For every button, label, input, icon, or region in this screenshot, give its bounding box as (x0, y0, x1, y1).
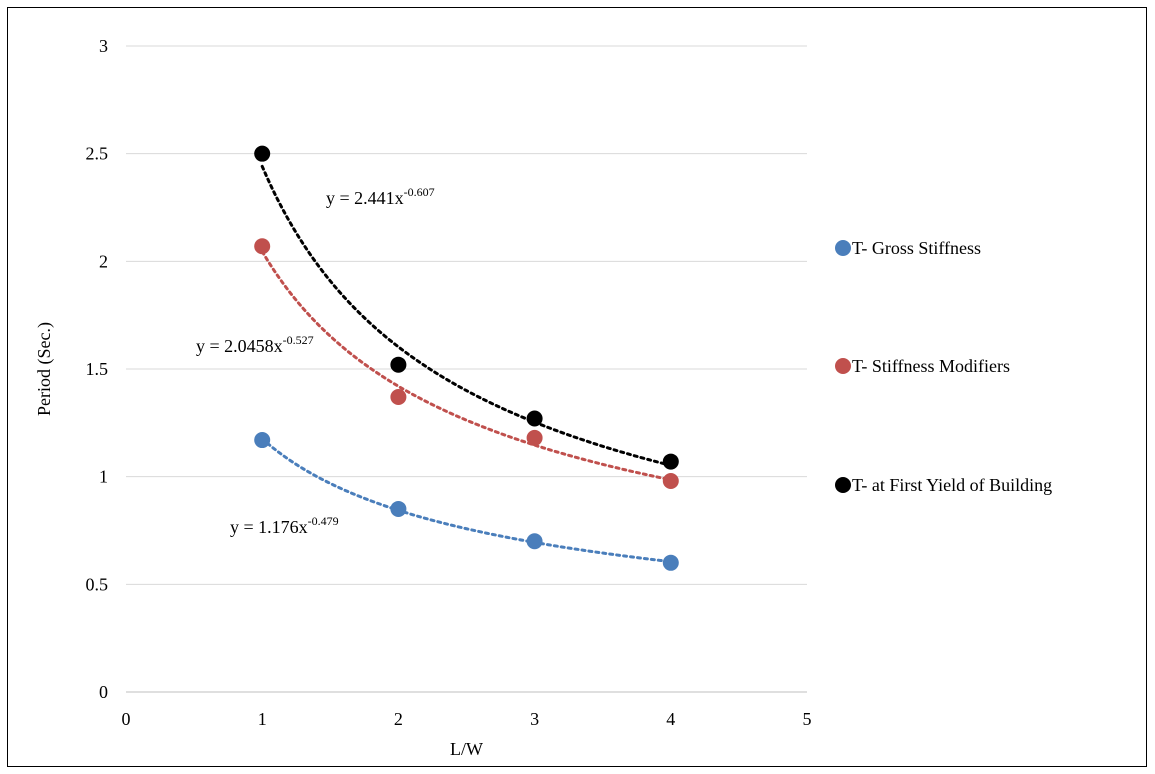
equation-label-stiffness-modifiers: y = 2.0458x-0.527 (196, 333, 314, 356)
y-axis-title: Period (Sec.) (34, 322, 55, 416)
data-point-series-2 (254, 145, 271, 162)
x-tick-label: 2 (394, 709, 403, 729)
y-tick-label: 0.5 (86, 574, 109, 594)
data-point-series-0 (662, 554, 679, 571)
data-point-series-1 (662, 472, 679, 489)
trendline-series-0 (260, 437, 673, 564)
gridlines (126, 45, 807, 585)
data-points (254, 145, 679, 571)
y-tick-label: 1 (99, 467, 108, 487)
equation-label-first-yield: y = 2.441x-0.607 (326, 185, 435, 208)
y-tick-label: 0 (99, 682, 108, 702)
legend-marker-stiffness-modifiers (835, 358, 851, 374)
legend-label-first-yield: T- at First Yield of Building (852, 475, 1052, 495)
y-tick-labels: 0 0.5 1 1.5 2 2.5 3 (86, 36, 109, 702)
y-tick-label: 1.5 (86, 359, 109, 379)
legend-label-gross-stiffness: T- Gross Stiffness (852, 238, 981, 258)
data-point-series-1 (254, 238, 271, 255)
legend: T- Gross Stiffness T- Stiffness Modifier… (835, 238, 1052, 495)
data-point-series-1 (390, 388, 407, 405)
y-tick-label: 2.5 (86, 144, 109, 164)
trendline-series-2 (260, 164, 673, 467)
x-tick-label: 3 (530, 709, 539, 729)
chart-frame (7, 7, 1147, 767)
x-tick-labels: 0 1 2 3 4 5 (122, 709, 812, 729)
equation-label-gross-stiffness: y = 1.176x-0.479 (230, 514, 339, 537)
data-point-series-2 (662, 453, 679, 470)
data-point-series-0 (526, 533, 543, 550)
x-axis-title: L/W (450, 739, 483, 759)
data-point-series-0 (390, 500, 407, 517)
x-tick-label: 5 (803, 709, 812, 729)
trendlines (260, 164, 673, 564)
x-tick-label: 0 (122, 709, 131, 729)
x-tick-label: 1 (258, 709, 267, 729)
legend-label-stiffness-modifiers: T- Stiffness Modifiers (852, 356, 1010, 376)
data-point-series-2 (526, 410, 543, 427)
trendline-series-1 (260, 249, 673, 482)
x-tick-label: 4 (666, 709, 675, 729)
legend-marker-first-yield (835, 477, 851, 493)
y-tick-label: 3 (99, 36, 108, 56)
data-point-series-0 (254, 432, 271, 449)
data-point-series-1 (526, 429, 543, 446)
legend-marker-gross-stiffness (835, 240, 851, 256)
data-point-series-2 (390, 356, 407, 373)
y-tick-label: 2 (99, 251, 108, 271)
